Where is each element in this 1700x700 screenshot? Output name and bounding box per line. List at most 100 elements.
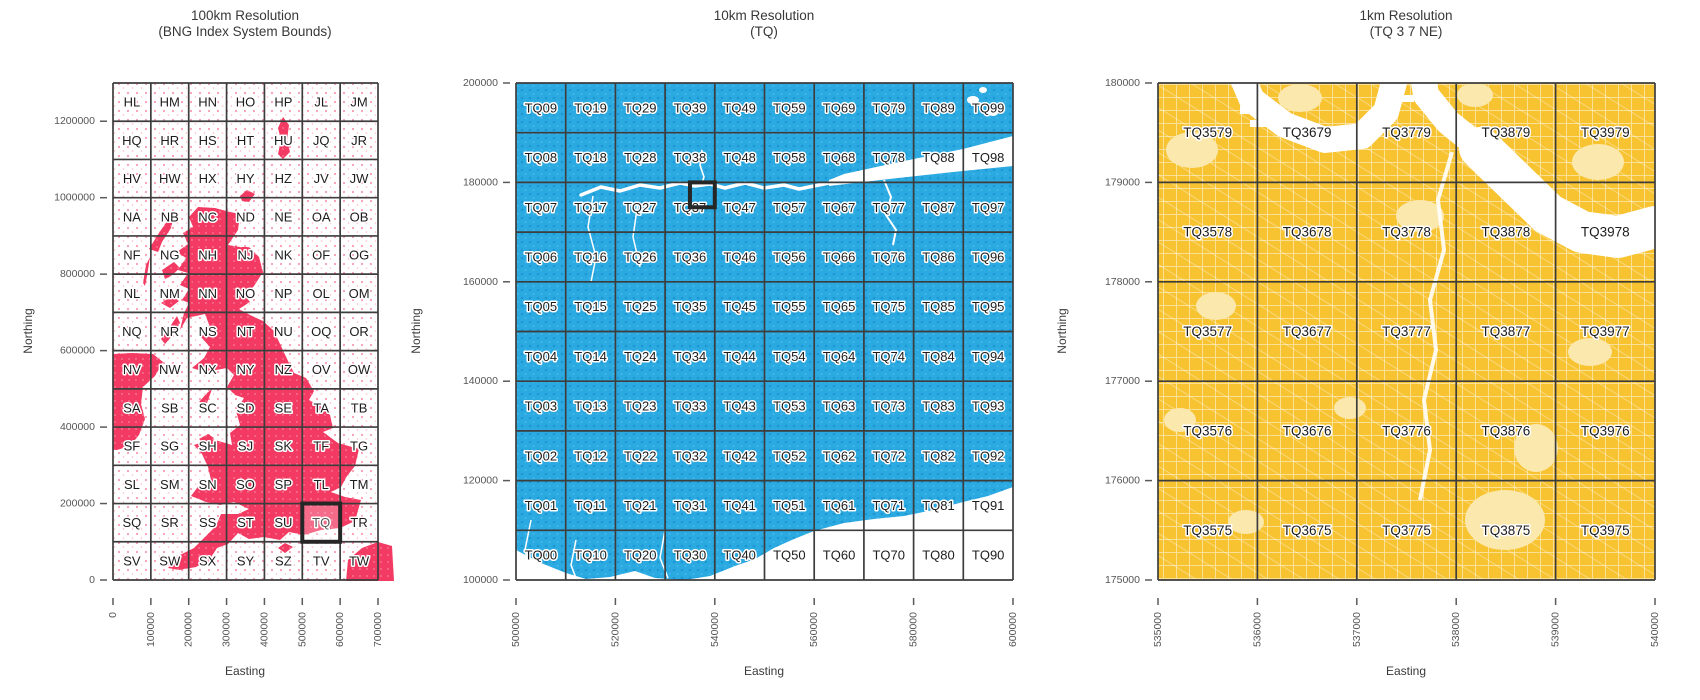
x-tick-label: 500000 (510, 612, 522, 647)
grid-cell-label: HW (159, 171, 181, 186)
grid-cell-label: HQ (122, 133, 142, 148)
grid-cell-label: SD (236, 400, 254, 415)
grid-cell-label: TQ12 (574, 448, 607, 463)
grid-cell-label: JQ (313, 133, 330, 148)
x-tick-label: 539000 (1550, 612, 1562, 647)
grid-cell-label: SB (161, 400, 178, 415)
speckle-overlay (113, 83, 378, 580)
y-tick-label: 600000 (60, 345, 95, 357)
grid-cell-label: HX (199, 171, 217, 186)
estuary-inlet (988, 110, 998, 116)
grid-cell-label: TQ14 (574, 349, 607, 364)
x-tick-label: 540000 (709, 612, 721, 647)
x-tick-label: 537000 (1351, 612, 1363, 647)
park-area (1278, 84, 1322, 112)
grid-cell-label: TQ84 (922, 349, 955, 364)
grid-cell-label: TQ23 (624, 399, 657, 414)
grid-cell-label: TQ3975 (1581, 523, 1630, 538)
grid-cell-label: TM (350, 477, 369, 492)
grid-cell-label: TQ30 (674, 548, 707, 563)
grid-cell-label: TQ87 (922, 200, 955, 215)
park-area (1457, 83, 1493, 107)
grid-cell-label: TQ13 (574, 399, 607, 414)
grid-cell-label: TB (351, 400, 368, 415)
grid-cell-label: HV (123, 171, 141, 186)
grid-cell-label: TQ28 (624, 150, 657, 165)
grid-cell-label: TQ3576 (1183, 423, 1232, 438)
grid-cell-label: OR (349, 324, 369, 339)
park-area (1334, 397, 1366, 419)
x-tick-label: 536000 (1251, 612, 1263, 647)
y-tick-label: 200000 (60, 498, 95, 510)
grid-cell-label: TQ82 (922, 448, 955, 463)
highlight-box (300, 501, 343, 544)
grid-cell-label: TQ02 (525, 448, 558, 463)
grid-cell-label: TQ07 (525, 200, 558, 215)
grid-cell-label: TQ44 (723, 349, 756, 364)
grid-cell-label: TQ76 (872, 249, 905, 264)
river-wey (632, 201, 641, 268)
grid-cell-label: TQ3877 (1482, 324, 1531, 339)
panel2-yaxis-label: Northing (409, 308, 423, 353)
grid-cell-label: HN (198, 95, 217, 110)
grid-cell-label: TQ3679 (1283, 125, 1332, 140)
grid-cell-label: TG (350, 439, 368, 454)
grid-cell-label: TQ3777 (1382, 324, 1431, 339)
grid-cell-label: TQ39 (674, 100, 707, 115)
grid-cell-label: TL (314, 477, 329, 492)
grid-cell-label: TQ83 (922, 399, 955, 414)
grid-cell-label: NE (274, 209, 292, 224)
grid-cell-label: TQ29 (624, 100, 657, 115)
thames-estuary (829, 136, 1013, 186)
grid-cell-label: SM (160, 477, 180, 492)
grid-cell-label: SQ (123, 515, 142, 530)
grid-cell-label: TQ35 (674, 299, 707, 314)
grid-cell-label: TQ52 (773, 448, 806, 463)
grid-cell-label: SU (274, 515, 292, 530)
park-area (1196, 292, 1236, 320)
grid-cell-label: TQ50 (773, 548, 806, 563)
grid-cell-label: TQ65 (823, 299, 856, 314)
river-medway (883, 179, 898, 246)
grid-cell-label: HZ (275, 171, 292, 186)
grid-cell-label: NK (274, 248, 292, 263)
panel-1km: 1km Resolution (TQ 3 7 NE) (1055, 8, 1661, 678)
grid-cell-label: TQ16 (574, 249, 607, 264)
grid-cell-label: SP (275, 477, 292, 492)
grid-cell-label: HP (274, 95, 292, 110)
grid-cell-label: TQ3778 (1382, 225, 1431, 240)
grid-cell-label: TQ94 (972, 349, 1005, 364)
street-texture-diagonal (1158, 83, 1655, 580)
grid-cell-label: NH (198, 248, 217, 263)
y-tick-label: 200000 (463, 77, 498, 89)
grid-cell-label: NQ (122, 324, 142, 339)
grid-cell-label: TQ3676 (1283, 423, 1332, 438)
grid-cell-label: TQ24 (624, 349, 657, 364)
grid-cell-label: TQ11 (575, 498, 607, 513)
y-tick-label: 176000 (1105, 475, 1140, 487)
grid-cell-label: HL (124, 95, 141, 110)
y-tick-label: 180000 (463, 176, 498, 188)
grid-cell-label: TQ42 (723, 448, 756, 463)
grid-cell-label: SK (275, 439, 293, 454)
english-channel-sea (516, 487, 1013, 580)
grid-cell-label: TV (313, 553, 330, 568)
x-tick-label: 535000 (1152, 612, 1164, 647)
grid-cell-label: SZ (275, 553, 292, 568)
grid-cell-label: TQ00 (525, 548, 558, 563)
grid-cell-label: OW (348, 362, 371, 377)
grid-cell-label: OF (312, 248, 330, 263)
grid-cell-label: SO (236, 477, 255, 492)
y-tick-label: 120000 (463, 475, 498, 487)
grid-cell-label: JR (351, 133, 367, 148)
grid-cell-label: TQ92 (972, 448, 1005, 463)
grid-cell-label: TQ3578 (1183, 225, 1232, 240)
grid-cell-label: TQ79 (872, 100, 905, 115)
grid-cell-label: TQ (312, 515, 330, 530)
grid-cell-label: TQ22 (624, 448, 657, 463)
grid-cell-label: OQ (311, 324, 331, 339)
grid-cell-label: TQ49 (723, 100, 756, 115)
y-tick-label: 1000000 (54, 192, 95, 204)
